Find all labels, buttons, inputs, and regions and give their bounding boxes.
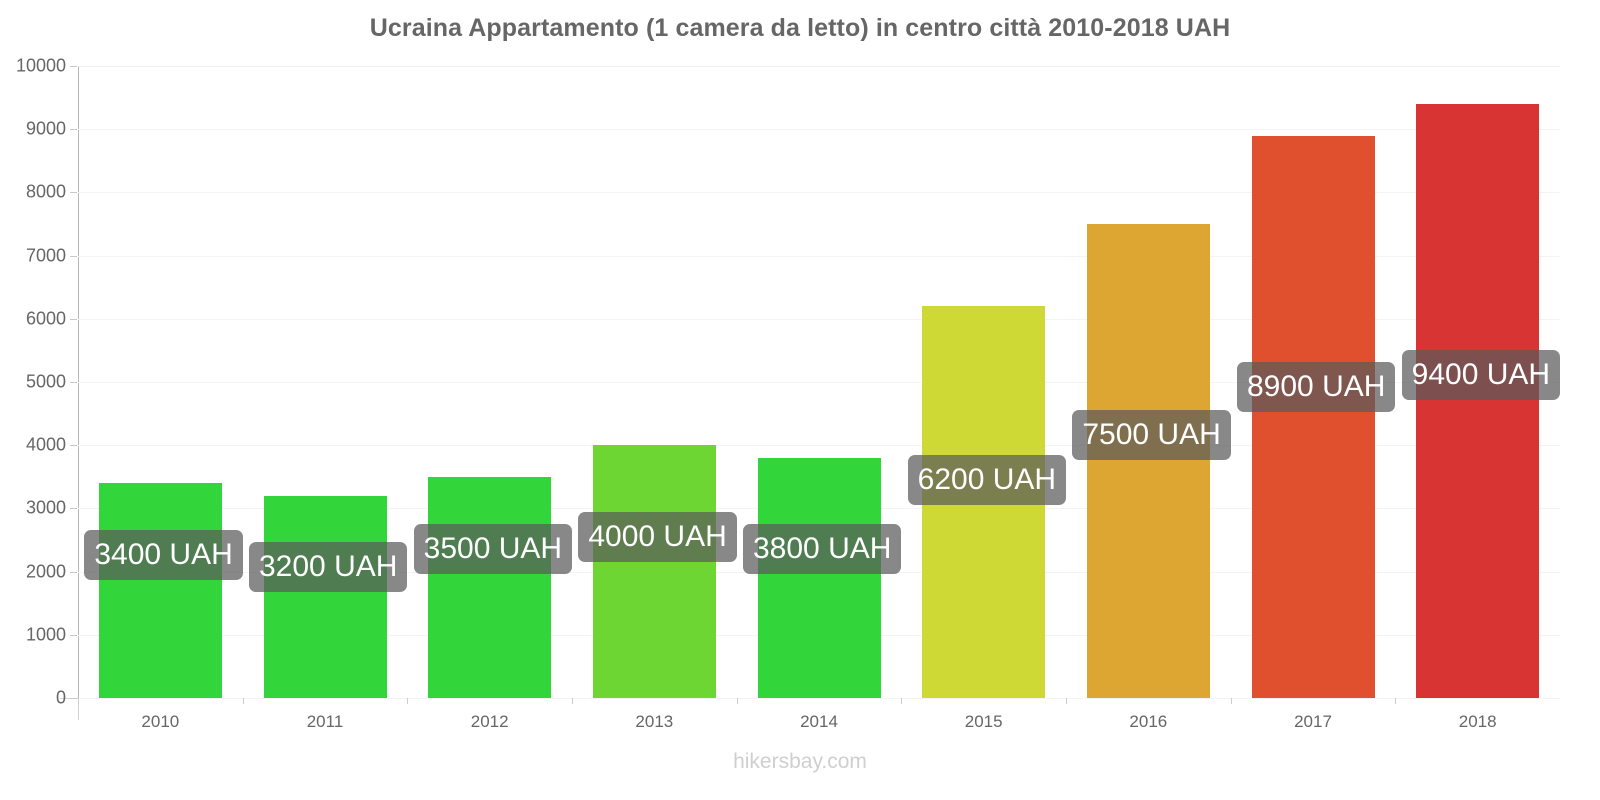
bar-2014[interactable] (757, 457, 881, 698)
y-axis-tick-label: 2000 (25, 561, 66, 582)
x-axis-tick-label-2018: 2018 (1458, 712, 1497, 731)
footer-watermark: hikersbay.com (733, 750, 867, 773)
gridline (78, 318, 1560, 320)
y-axis-line (78, 66, 79, 700)
y-axis-tick-label: 0 (55, 687, 66, 708)
bar-2011[interactable] (263, 495, 387, 698)
gridline (78, 445, 1560, 447)
x-axis-tick-mark (1230, 698, 1232, 704)
bar-2017[interactable] (1251, 135, 1375, 698)
value-label-2012: 3500 UAH (413, 524, 573, 574)
x-axis-tick-mark (1395, 698, 1397, 704)
x-axis-tick-label-2010: 2010 (141, 712, 180, 731)
x-axis-tick-mark (901, 698, 903, 704)
gridline (78, 192, 1560, 194)
y-axis-tick-mark (70, 445, 77, 447)
y-axis-tick-mark (70, 698, 77, 699)
y-axis-tick-mark (70, 192, 77, 194)
plot-area (78, 66, 1560, 699)
y-axis-tick-mark (70, 382, 77, 383)
y-axis-tick-label: 10000 (15, 55, 66, 76)
y-axis-tick-mark (70, 255, 77, 257)
y-axis-tick-mark (70, 571, 77, 573)
bar-2013[interactable] (592, 445, 716, 698)
y-axis-tick-label: 3000 (25, 497, 66, 518)
y-axis-tick-label: 8000 (25, 181, 66, 202)
y-axis-tick-mark (70, 634, 77, 636)
value-label-2018: 9400 UAH (1401, 350, 1561, 400)
x-axis-tick-mark (242, 698, 244, 704)
bar-2010[interactable] (98, 483, 222, 698)
bar-2016[interactable] (1086, 224, 1210, 698)
x-axis-tick-label-2016: 2016 (1129, 712, 1168, 731)
x-axis-tick-mark (736, 698, 738, 704)
y-axis-tick-label: 1000 (25, 624, 66, 645)
gridline (78, 698, 1560, 699)
value-label-2016: 7500 UAH (1072, 410, 1231, 460)
gridline (78, 382, 1560, 383)
value-label-2015: 6200 UAH (907, 455, 1067, 505)
y-axis-tick-label: 6000 (25, 308, 66, 329)
gridline (78, 129, 1560, 131)
x-axis-tick-label-2014: 2014 (800, 712, 838, 731)
x-axis-tick-mark (572, 698, 573, 704)
y-axis-tick-mark (70, 129, 77, 131)
bar-2012[interactable] (428, 476, 552, 698)
x-axis-tick-label-2013: 2013 (635, 712, 674, 731)
value-label-2011: 3200 UAH (249, 542, 408, 592)
x-axis-tick-mark (78, 698, 79, 704)
x-axis-tick-mark (407, 698, 409, 704)
y-axis-tick-label: 7000 (25, 245, 66, 266)
y-axis-tick-mark (70, 508, 77, 510)
x-axis-tick-label-2015: 2015 (964, 712, 1003, 731)
x-axis-tick-label-2012: 2012 (470, 712, 509, 731)
gridline (78, 255, 1560, 257)
chart-title: Ucraina Appartamento (1 camera da letto)… (369, 14, 1231, 42)
value-label-2010: 3400 UAH (84, 530, 243, 580)
x-axis-tick-label-2011: 2011 (306, 712, 344, 731)
x-axis-tick-mark (1066, 698, 1067, 704)
x-axis-tick-label-2017: 2017 (1294, 712, 1332, 731)
y-axis-tick-label: 9000 (25, 118, 66, 139)
y-axis-stub (78, 698, 79, 720)
gridline (78, 66, 1560, 67)
y-axis-tick-mark (70, 66, 77, 67)
value-label-2013: 4000 UAH (578, 512, 737, 562)
y-axis-tick-label: 5000 (25, 371, 66, 392)
bar-2018[interactable] (1416, 103, 1540, 698)
value-label-2017: 8900 UAH (1237, 362, 1396, 412)
y-axis-tick-mark (70, 318, 77, 320)
y-axis-tick-label: 4000 (25, 434, 66, 455)
value-label-2014: 3800 UAH (743, 524, 902, 574)
